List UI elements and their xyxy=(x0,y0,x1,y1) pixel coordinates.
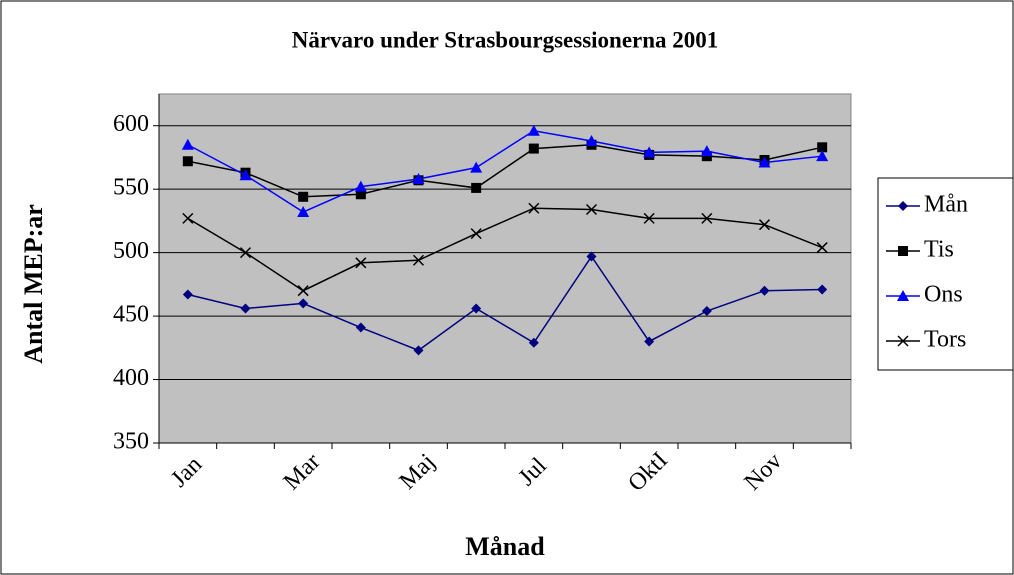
y-tick-label: 350 xyxy=(113,429,149,455)
marker xyxy=(354,180,367,192)
marker xyxy=(470,228,482,240)
marker xyxy=(239,169,252,181)
series-line xyxy=(187,255,823,352)
marker xyxy=(897,335,909,347)
marker xyxy=(355,322,366,333)
legend-label: Ons xyxy=(924,282,963,308)
marker xyxy=(528,337,539,348)
marker xyxy=(758,156,771,168)
marker xyxy=(817,284,828,295)
marker xyxy=(759,285,770,296)
marker xyxy=(297,206,310,218)
marker xyxy=(816,242,828,254)
marker xyxy=(528,202,540,214)
marker xyxy=(585,134,598,146)
marker xyxy=(586,251,597,262)
marker xyxy=(412,254,425,266)
marker xyxy=(239,247,252,259)
marker xyxy=(585,203,598,216)
series-line xyxy=(187,144,823,198)
legend-label: Tors xyxy=(924,327,966,353)
marker xyxy=(643,146,656,158)
marker xyxy=(758,219,771,231)
plot-area xyxy=(158,93,852,444)
marker xyxy=(898,201,908,211)
y-tick-label: 600 xyxy=(113,111,149,137)
marker xyxy=(181,138,194,150)
marker xyxy=(528,143,539,154)
marker xyxy=(816,150,829,162)
marker xyxy=(297,285,309,297)
marker xyxy=(470,161,483,173)
x-axis-label: Månad xyxy=(465,532,545,561)
marker xyxy=(298,298,309,309)
marker xyxy=(240,303,251,314)
marker xyxy=(182,212,194,224)
marker xyxy=(643,212,655,224)
legend-label: Mån xyxy=(924,192,968,218)
marker xyxy=(355,189,366,200)
marker xyxy=(298,191,309,202)
y-tick-label: 550 xyxy=(113,175,149,201)
marker xyxy=(898,246,908,256)
marker xyxy=(817,142,828,153)
chart-title: Närvaro under Strasbourgsessionerna 2001 xyxy=(292,27,719,52)
marker xyxy=(355,257,367,269)
marker xyxy=(701,306,712,317)
y-tick-label: 500 xyxy=(113,238,149,264)
marker xyxy=(471,182,482,193)
y-tick-label: 450 xyxy=(113,302,149,328)
marker xyxy=(182,156,193,167)
marker xyxy=(701,212,713,224)
legend-label: Tis xyxy=(924,237,954,263)
marker xyxy=(897,290,909,301)
marker xyxy=(413,345,424,356)
marker xyxy=(644,336,655,347)
y-tick-label: 400 xyxy=(113,365,149,391)
marker xyxy=(412,173,425,185)
marker xyxy=(527,124,540,136)
marker xyxy=(471,303,482,314)
marker xyxy=(700,145,713,157)
series-line xyxy=(187,207,823,292)
marker xyxy=(182,289,193,300)
y-axis-label: Antal MEP:ar xyxy=(19,204,48,364)
marker xyxy=(701,151,712,162)
series-line xyxy=(187,130,823,213)
